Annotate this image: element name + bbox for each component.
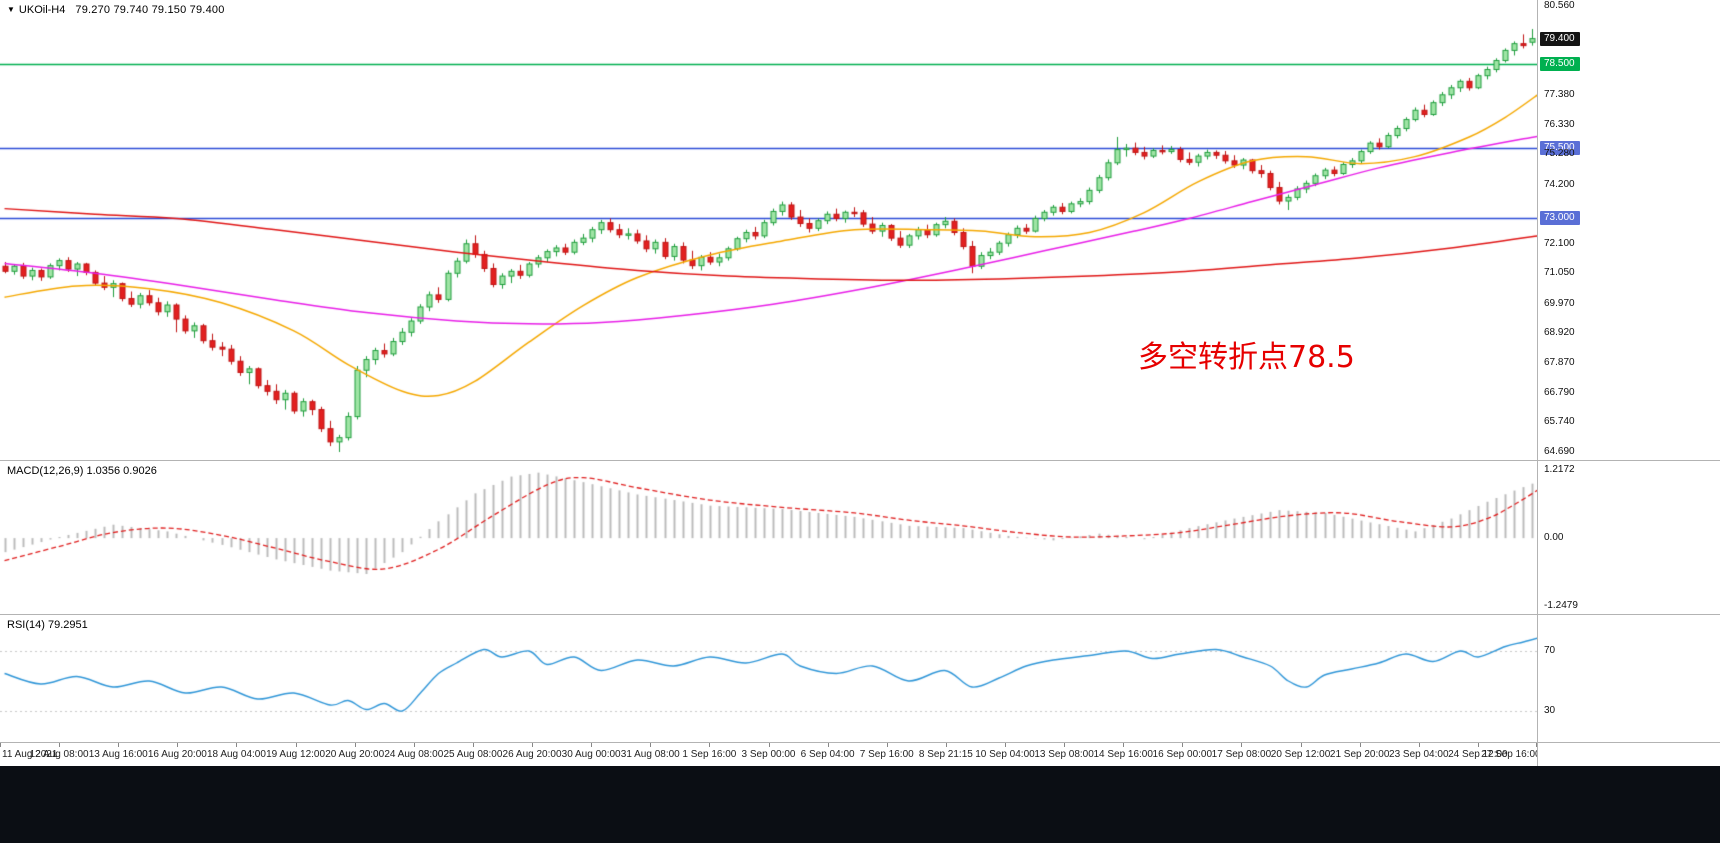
time-tick [296, 743, 297, 747]
price-tick-label: 80.560 [1544, 0, 1575, 11]
time-label: 20 Aug 20:00 [325, 749, 385, 760]
time-label: 31 Aug 08:00 [620, 749, 680, 760]
panel-separator-rsi[interactable] [0, 614, 1720, 615]
time-tick [1005, 743, 1006, 747]
time-label: 11 Aug 2021 [2, 749, 58, 760]
price-tick-label: 64.690 [1544, 446, 1575, 457]
time-label: 20 Sep 12:00 [1270, 749, 1331, 760]
panel-separator-macd[interactable] [0, 460, 1720, 461]
price-tick-label: 67.870 [1544, 356, 1575, 368]
time-label: 13 Sep 08:00 [1034, 749, 1094, 760]
time-label: 14 Sep 16:00 [1093, 749, 1153, 760]
time-label: 7 Sep 16:00 [859, 749, 914, 760]
price-tick-label: 76.330 [1544, 118, 1575, 130]
macd-axis-label: -1.2479 [1544, 600, 1578, 611]
time-tick [236, 743, 237, 747]
time-label: 26 Aug 20:00 [502, 749, 562, 760]
time-tick [1419, 743, 1420, 747]
time-tick [1478, 743, 1479, 747]
time-tick [709, 743, 710, 747]
time-label: 16 Sep 00:00 [1152, 749, 1213, 760]
time-tick [1536, 743, 1537, 747]
macd-axis-label: 1.2172 [1544, 464, 1575, 475]
price-tick-label: 68.920 [1544, 327, 1575, 339]
time-label: 21 Sep 20:00 [1329, 749, 1390, 760]
time-label: 8 Sep 21:15 [918, 749, 973, 760]
time-tick [650, 743, 651, 747]
price-level-box: 79.400 [1540, 31, 1580, 46]
time-axis[interactable]: 11 Aug 2021 12 Aug 08:00 13 Aug 16:00 16 Au… [0, 743, 1541, 765]
time-tick [1064, 743, 1065, 747]
time-label: 12 Aug 08:00 [29, 749, 89, 760]
price-tick-label: 75.280 [1544, 148, 1575, 160]
time-label: 17 Sep 08:00 [1211, 749, 1272, 760]
time-tick [0, 743, 1, 747]
symbol-timeframe-label: UKOil-H4 [18, 4, 66, 16]
time-tick [532, 743, 533, 747]
time-label: 6 Sep 04:00 [800, 749, 855, 760]
time-label: 3 Sep 00:00 [741, 749, 796, 760]
time-tick [118, 743, 119, 747]
time-tick [1241, 743, 1242, 747]
macd-label: MACD(12,26,9) 1.0356 0.9026 [7, 465, 157, 477]
time-label: 27 Sep 16:00 [1481, 749, 1541, 760]
price-scale[interactable]: 80.560 79.400 78.500 77.380 76.330 75.500 75.2… [1538, 0, 1720, 766]
time-label: 30 Aug 00:00 [561, 749, 621, 760]
time-label: 10 Sep 04:00 [975, 749, 1035, 760]
time-tick [946, 743, 947, 747]
ohlc-readout: 79.270 79.740 79.150 79.400 [75, 4, 225, 16]
price-tick-label: 65.740 [1544, 416, 1575, 428]
price-tick-label: 66.790 [1544, 386, 1575, 398]
time-tick [177, 743, 178, 747]
time-label: 24 Aug 08:00 [384, 749, 444, 760]
price-tick-label: 77.380 [1544, 89, 1575, 101]
chart-header[interactable]: ▼ UKOil-H4 79.270 79.740 79.150 79.400 [7, 4, 225, 16]
time-tick [1182, 743, 1183, 747]
time-tick [769, 743, 770, 747]
rsi-label: RSI(14) 79.2951 [7, 619, 88, 631]
symbol-dropdown-icon[interactable]: ▼ [7, 5, 15, 14]
chart-annotation: 多空转折点78.5 [1138, 340, 1355, 375]
main-chart-canvas[interactable] [0, 0, 1537, 460]
time-label: 13 Aug 16:00 [88, 749, 148, 760]
rsi-axis-label: 70 [1544, 645, 1556, 656]
bottom-bar [0, 766, 1720, 843]
price-tick-label: 71.050 [1544, 267, 1575, 279]
time-tick [1123, 743, 1124, 747]
time-tick [1301, 743, 1302, 747]
time-tick [355, 743, 356, 747]
time-tick [59, 743, 60, 747]
time-tick [473, 743, 474, 747]
time-label: 19 Aug 12:00 [266, 749, 326, 760]
macd-panel-canvas[interactable] [0, 462, 1537, 613]
price-tick-label: 72.100 [1544, 237, 1575, 249]
time-tick [828, 743, 829, 747]
price-level-box: 78.500 [1540, 56, 1580, 71]
price-scale-separator [1537, 0, 1538, 766]
time-axis-separator [0, 742, 1720, 743]
time-tick [1360, 743, 1361, 747]
time-label: 16 Aug 20:00 [147, 749, 207, 760]
price-tick-label: 74.200 [1544, 178, 1575, 190]
time-label: 24 Sep 12:00 [1448, 749, 1508, 760]
time-tick [591, 743, 592, 747]
time-label: 25 Aug 08:00 [443, 749, 503, 760]
macd-axis-label: 0.00 [1544, 532, 1564, 544]
rsi-axis-label: 30 [1544, 705, 1556, 716]
time-label: 1 Sep 16:00 [682, 749, 737, 760]
time-tick [414, 743, 415, 747]
price-level-box: 75.500 [1540, 141, 1580, 156]
rsi-panel-canvas[interactable] [0, 616, 1537, 742]
time-tick [887, 743, 888, 747]
time-label: 18 Aug 04:00 [206, 749, 266, 760]
time-label: 23 Sep 04:00 [1389, 749, 1449, 760]
price-level-box: 73.000 [1540, 211, 1580, 226]
price-tick-label: 69.970 [1544, 297, 1575, 309]
